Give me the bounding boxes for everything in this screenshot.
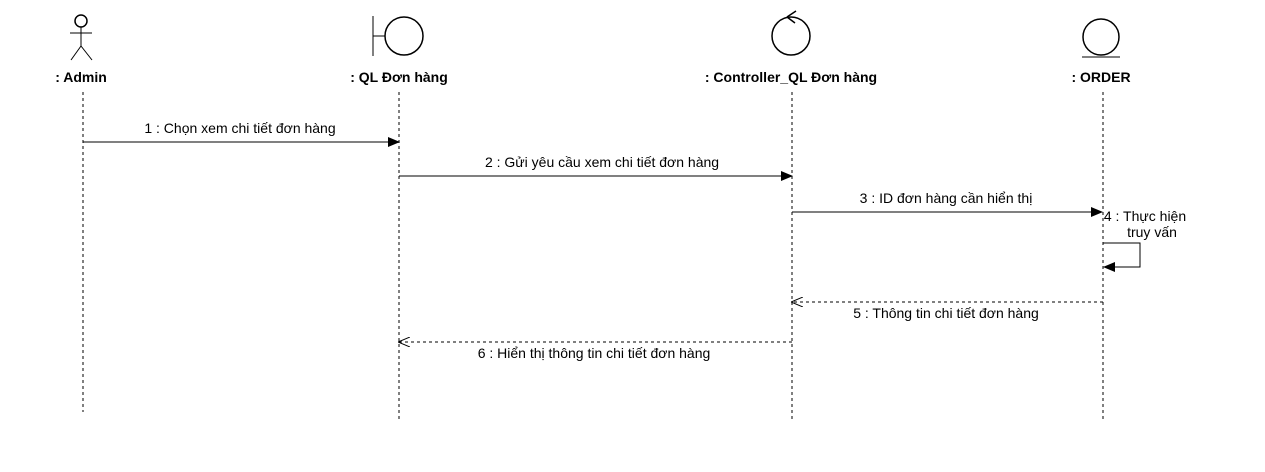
participant-label-admin: : Admin — [55, 69, 107, 85]
message-5-label: 5 : Thông tin chi tiết đơn hàng — [853, 305, 1039, 321]
actor-icon — [70, 14, 93, 61]
entity-icon — [1082, 18, 1120, 58]
message-4-label-line2: truy vấn — [1127, 224, 1177, 240]
participant-label-ui: : QL Đơn hàng — [350, 69, 448, 85]
message-6-label: 6 : Hiển thị thông tin chi tiết đơn hàng — [478, 345, 711, 361]
message-4-arrow — [1103, 242, 1141, 272]
control-icon — [771, 10, 811, 56]
message-4-label-line1: 4 : Thực hiện — [1104, 208, 1186, 224]
participant-label-ctrl: : Controller_QL Đơn hàng — [705, 69, 877, 85]
message-3-label: 3 : ID đơn hàng cần hiển thị — [860, 190, 1033, 206]
participant-label-order: : ORDER — [1071, 69, 1130, 85]
message-1-label: 1 : Chọn xem chi tiết đơn hàng — [144, 120, 335, 136]
boundary-icon — [372, 16, 424, 56]
message-2-label: 2 : Gửi yêu cầu xem chi tiết đơn hàng — [485, 154, 719, 170]
